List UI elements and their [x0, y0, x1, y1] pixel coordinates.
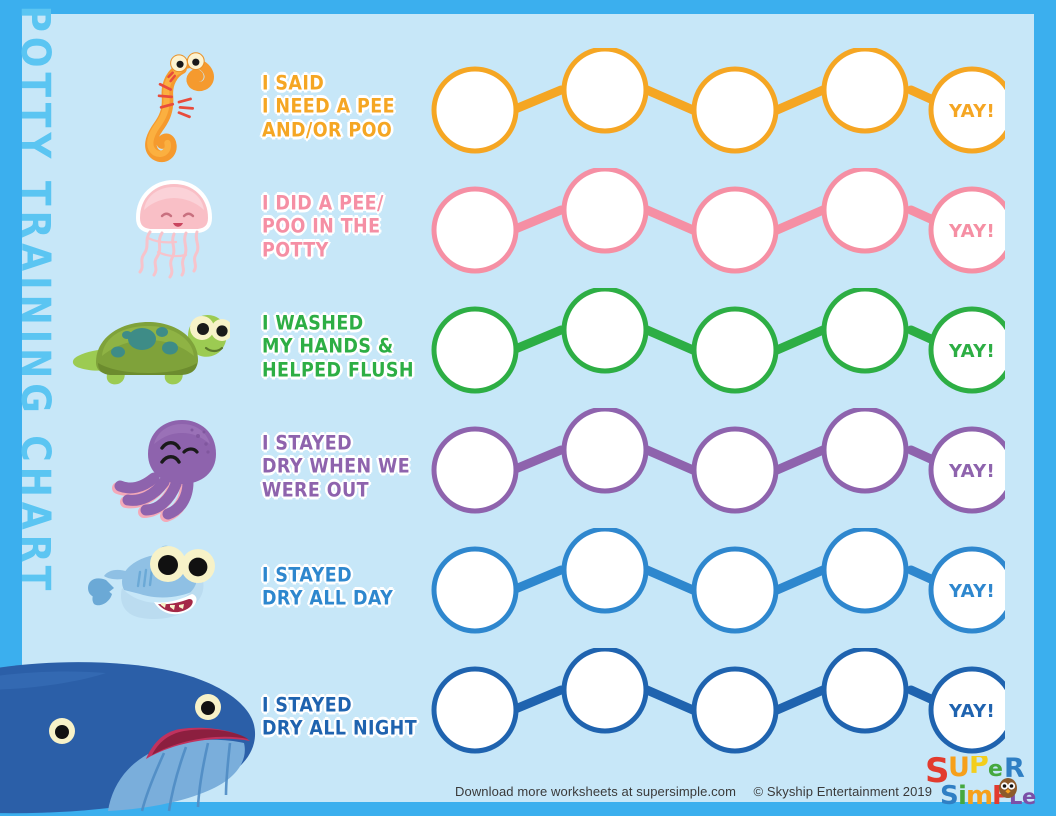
sticker-track: YAY! — [425, 168, 1005, 288]
row-label: I STAYED DRY WHEN WE WERE OUT — [262, 408, 427, 528]
row-label-line: HELPED FLUSH — [262, 359, 414, 382]
svg-text:P: P — [969, 756, 989, 780]
row-label-line: I STAYED — [262, 564, 353, 587]
chart-row: I STAYED DRY WHEN WE WERE OUT — [0, 408, 1056, 528]
yay-circle — [928, 186, 1005, 274]
sticker-circle — [561, 288, 649, 374]
footer-copyright-text: © Skyship Entertainment 2019 — [753, 784, 933, 799]
chart-row: I SAID I NEED A PEE AND/OR POO — [0, 48, 1056, 168]
footer-credit: Download more worksheets at supersimple.… — [455, 784, 932, 799]
yay-circle — [928, 546, 1005, 634]
sticker-circle — [561, 528, 649, 614]
yay-circle — [928, 66, 1005, 154]
yay-label: YAY! — [948, 341, 995, 362]
row-label: I STAYED DRY ALL NIGHT — [262, 658, 427, 778]
yay-circle — [928, 666, 1005, 754]
chart-row: I STAYED DRY ALL NIGHT YAY! — [0, 648, 1056, 768]
row-label-line: I STAYED — [262, 433, 353, 456]
row-label-line: DRY WHEN WE — [262, 456, 411, 479]
svg-text:m: m — [966, 781, 993, 808]
yay-label: YAY! — [948, 461, 995, 482]
row-label-line: I WASHED — [262, 313, 364, 336]
sticker-circle — [691, 546, 779, 634]
sticker-circle — [691, 426, 779, 514]
page-title: POTTY TRAINING CHART — [0, 6, 66, 596]
super-simple-logo: S U P e R S i m P L e — [924, 749, 1048, 811]
yay-label: YAY! — [948, 101, 995, 122]
row-label-line: I SAID — [262, 73, 325, 96]
sticker-circle — [691, 666, 779, 754]
sticker-circle — [821, 168, 909, 254]
chart-row: I DID A PEE/ POO IN THE POTTY — [0, 168, 1056, 288]
sticker-circle — [691, 186, 779, 274]
svg-text:e: e — [1022, 785, 1036, 808]
yay-label: YAY! — [948, 221, 995, 242]
sticker-track: YAY! — [425, 648, 1005, 768]
row-label-line: MY HANDS & — [262, 336, 394, 359]
sticker-circle — [821, 408, 909, 494]
chart-row: I WASHED MY HANDS & HELPED FLUSH — [0, 288, 1056, 408]
chart-row: I STAYED DRY ALL DAY YAY! — [0, 528, 1056, 648]
page-title-text: POTTY TRAINING CHART — [12, 5, 58, 596]
sticker-track: YAY! — [425, 48, 1005, 168]
jellyfish-icon — [60, 168, 230, 288]
svg-text:S: S — [940, 781, 959, 808]
seahorse-icon — [60, 48, 230, 168]
sticker-circle — [431, 666, 519, 754]
row-label-line: I NEED A PEE — [262, 96, 395, 119]
svg-text:e: e — [988, 757, 1003, 782]
row-label-line: WERE OUT — [262, 479, 370, 502]
svg-text:R: R — [1004, 756, 1025, 784]
svg-text:i: i — [958, 781, 967, 808]
yay-label: YAY! — [948, 581, 995, 602]
row-label-line: POO IN THE — [262, 216, 381, 239]
row-label-line: AND/OR POO — [262, 119, 393, 142]
sticker-track: YAY! — [425, 528, 1005, 648]
sticker-track: YAY! — [425, 408, 1005, 528]
row-label: I SAID I NEED A PEE AND/OR POO — [262, 48, 427, 168]
sticker-circle — [561, 648, 649, 734]
sticker-track: YAY! — [425, 288, 1005, 408]
row-label: I WASHED MY HANDS & HELPED FLUSH — [262, 288, 427, 408]
sticker-circle — [821, 648, 909, 734]
owl-icon — [999, 778, 1017, 798]
svg-text:U: U — [948, 756, 970, 783]
row-label-line: I DID A PEE/ — [262, 193, 384, 216]
turtle-icon — [60, 288, 230, 408]
sticker-circle — [561, 408, 649, 494]
row-label-line: DRY ALL DAY — [262, 587, 394, 610]
sticker-circle — [561, 48, 649, 134]
sticker-circle — [431, 306, 519, 394]
row-label: I DID A PEE/ POO IN THE POTTY — [262, 168, 427, 288]
sticker-circle — [691, 306, 779, 394]
footer-download-text: Download more worksheets at supersimple.… — [455, 784, 737, 799]
sticker-circle — [821, 528, 909, 614]
svg-text:S: S — [925, 756, 950, 791]
shark-icon — [60, 528, 230, 648]
row-label: I STAYED DRY ALL DAY — [262, 528, 427, 648]
sticker-circle — [431, 546, 519, 634]
row-label-line: I STAYED — [262, 694, 353, 717]
sticker-circle — [431, 66, 519, 154]
sticker-circle — [821, 48, 909, 134]
sticker-circle — [431, 186, 519, 274]
sticker-circle — [431, 426, 519, 514]
sticker-circle — [561, 168, 649, 254]
whale-icon — [0, 655, 316, 816]
octopus-icon — [60, 408, 230, 528]
sticker-circle — [691, 66, 779, 154]
sticker-circle — [821, 288, 909, 374]
yay-circle — [928, 306, 1005, 394]
yay-label: YAY! — [948, 701, 995, 722]
row-label-line: DRY ALL NIGHT — [262, 717, 418, 740]
row-label-line: POTTY — [262, 239, 329, 262]
yay-circle — [928, 426, 1005, 514]
